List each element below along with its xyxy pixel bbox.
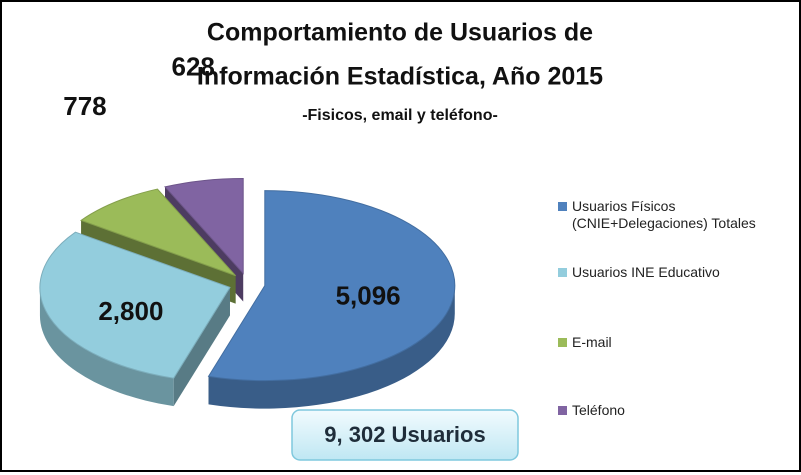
slice-top: [79, 188, 236, 277]
chart-title: Información Estadística, Año 2015: [197, 63, 603, 91]
legend-label: Teléfono: [572, 402, 625, 418]
legend-item: E-mail: [558, 334, 762, 351]
annotation: 9, 302 Usuarios: [324, 422, 485, 447]
slice: [39, 231, 231, 407]
slice-top: [39, 231, 231, 379]
slice-side: [208, 285, 455, 409]
legend-swatch: [558, 202, 567, 211]
annotation-box: [291, 409, 519, 461]
chart-subtitle: -Fisicos, email y teléfono-: [302, 107, 498, 124]
legend-label: Usuarios INE Educativo: [572, 264, 720, 280]
slice: [207, 190, 456, 409]
data-label: 778: [63, 91, 106, 121]
data-label: 628: [172, 51, 215, 81]
legend-item: Usuarios Físicos (CNIE+Delegaciones) Tot…: [558, 198, 762, 232]
legend-item: Teléfono: [558, 402, 762, 419]
legend-swatch: [558, 338, 567, 347]
pie: 628 778 5,096 2,800: [39, 51, 456, 409]
slice-top: [207, 190, 456, 382]
legend-label: Usuarios Físicos (CNIE+Delegaciones) Tot…: [572, 198, 756, 231]
legend-label: E-mail: [572, 334, 612, 350]
slice-top: [164, 177, 244, 275]
slice-side: [39, 287, 174, 407]
data-label: 5,096: [336, 281, 401, 311]
legend-swatch: [558, 268, 567, 277]
data-label: 2,800: [98, 296, 163, 326]
legend-swatch: [558, 406, 567, 415]
legend-item: Usuarios INE Educativo: [558, 264, 762, 281]
slice-wall: [173, 287, 230, 407]
chart-title: Comportamiento de Usuarios de: [207, 19, 593, 47]
